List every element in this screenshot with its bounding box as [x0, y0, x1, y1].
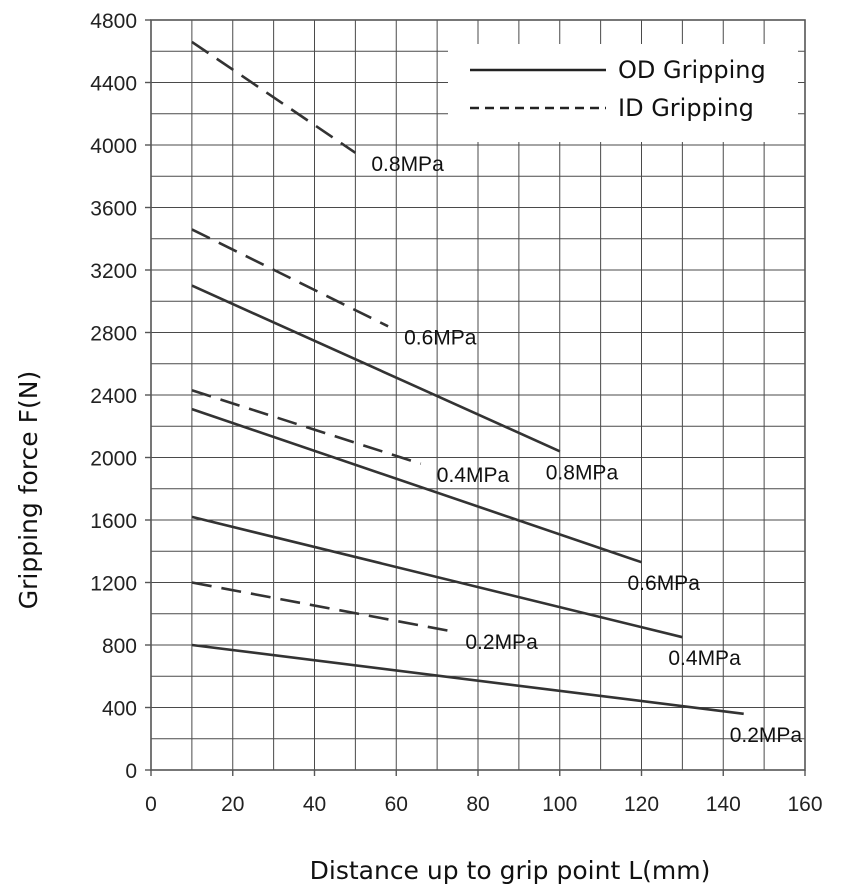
y-tick-label: 3600: [90, 198, 137, 221]
x-axis-title: Distance up to grip point L(mm): [310, 856, 711, 885]
series-labels: 0.8MPa 0.6MPa 0.4MPa 0.2MPa 0.8MPa 0.6MPa 0.4M…: [371, 153, 802, 747]
od-gripping-line-0-4mpa: [191, 515, 683, 639]
y-tick-label: 2800: [90, 323, 137, 346]
id-gripping-line-0-6mpa: [191, 228, 389, 328]
axis-ticks: 0400800120016002000240028003200360040004…: [90, 10, 822, 816]
y-tick-label: 2400: [90, 385, 137, 408]
y-tick-label: 4400: [90, 73, 137, 96]
x-tick-label: 20: [221, 793, 244, 816]
series-label: 0.2MPa: [465, 631, 538, 654]
x-tick-label: 120: [624, 793, 659, 816]
id-gripping-line-0-2mpa: [191, 581, 450, 633]
legend: OD Gripping ID Gripping: [448, 44, 798, 142]
series-lines: [191, 40, 744, 716]
series-label: 0.4MPa: [668, 647, 741, 670]
x-tick-label: 60: [385, 793, 408, 816]
y-tick-label: 3200: [90, 260, 137, 283]
id-gripping-line-0-8mpa: [191, 40, 357, 154]
id-gripping-line-0-4mpa: [191, 389, 422, 466]
x-tick-label: 80: [466, 793, 489, 816]
od-gripping-line-0-8mpa: [191, 284, 561, 453]
series-label: 0.4MPa: [437, 464, 510, 487]
series-label: 0.6MPa: [628, 572, 701, 595]
x-tick-label: 140: [706, 793, 741, 816]
od-gripping-line-0-2mpa: [191, 643, 744, 716]
x-tick-label: 40: [303, 793, 326, 816]
y-tick-label: 1200: [90, 573, 137, 596]
series-label: 0.6MPa: [404, 326, 477, 349]
x-tick-label: 160: [787, 793, 822, 816]
y-tick-label: 400: [102, 698, 137, 721]
y-tick-label: 1600: [90, 510, 137, 533]
y-tick-label: 2000: [90, 448, 137, 471]
series-label: 0.8MPa: [371, 153, 444, 176]
legend-entry-od-gripping: OD Gripping: [618, 56, 766, 84]
y-tick-label: 4000: [90, 135, 137, 158]
series-label: 0.8MPa: [546, 461, 619, 484]
y-tick-label: 800: [102, 635, 137, 658]
legend-box: [448, 44, 798, 142]
x-tick-label: 0: [145, 793, 157, 816]
y-axis-title: Gripping force F(N): [14, 371, 43, 609]
y-tick-label: 4800: [90, 10, 137, 33]
od-gripping-line-0-6mpa: [191, 407, 642, 564]
y-tick-label: 0: [125, 760, 137, 783]
series-label: 0.2MPa: [730, 724, 803, 747]
legend-entry-id-gripping: ID Gripping: [618, 94, 754, 122]
x-tick-label: 100: [542, 793, 577, 816]
